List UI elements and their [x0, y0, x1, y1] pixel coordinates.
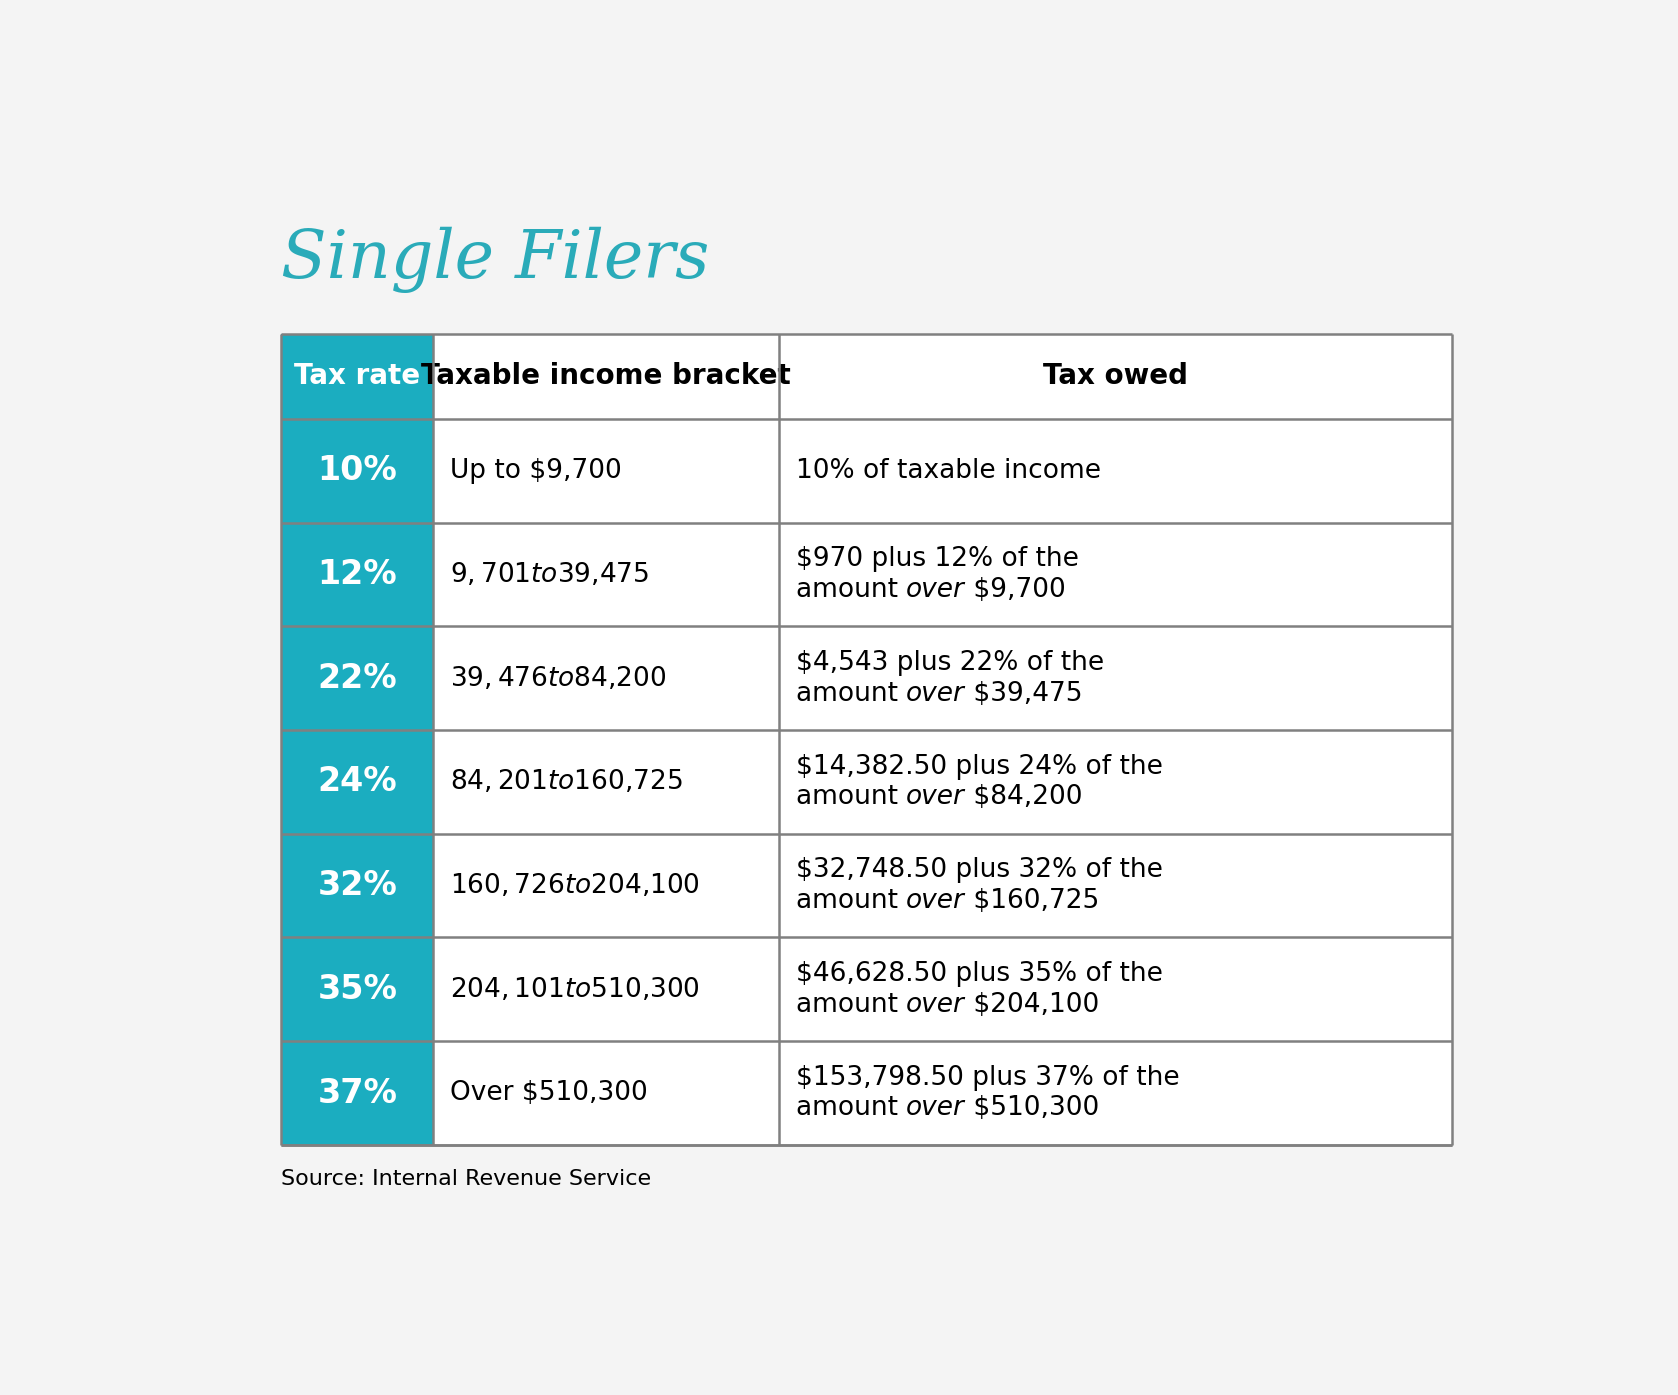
Text: over: over [906, 1095, 965, 1122]
Bar [433, 730, 779, 834]
Text: 22%: 22% [317, 661, 398, 695]
Bar [433, 626, 779, 730]
Bar [779, 730, 1451, 834]
Bar [779, 418, 1451, 523]
Bar [282, 730, 433, 834]
Bar [433, 333, 779, 418]
Text: Taxable income bracket: Taxable income bracket [421, 363, 790, 391]
Text: $84,201 to $160,725: $84,201 to $160,725 [450, 769, 683, 795]
Text: $9,701 to $39,475: $9,701 to $39,475 [450, 561, 649, 589]
Text: 24%: 24% [317, 766, 398, 798]
Bar [433, 418, 779, 523]
Bar [282, 1041, 433, 1145]
Text: $84,200: $84,200 [965, 784, 1082, 810]
Text: $14,382.50 plus 24% of the: $14,382.50 plus 24% of the [795, 753, 1163, 780]
Text: $970 plus 12% of the: $970 plus 12% of the [795, 547, 1079, 572]
Text: over: over [906, 889, 965, 914]
Text: amount: amount [795, 681, 906, 707]
Text: $46,628.50 plus 35% of the: $46,628.50 plus 35% of the [795, 961, 1163, 986]
Bar [433, 834, 779, 937]
Text: Single Filers: Single Filers [282, 226, 710, 293]
Bar [282, 418, 433, 523]
Bar [779, 523, 1451, 626]
Text: amount: amount [795, 889, 906, 914]
Bar [433, 937, 779, 1041]
Text: $39,475: $39,475 [965, 681, 1082, 707]
Text: amount: amount [795, 784, 906, 810]
Text: Tax owed: Tax owed [1042, 363, 1188, 391]
Text: Over $510,300: Over $510,300 [450, 1080, 648, 1106]
Text: amount: amount [795, 578, 906, 603]
Text: $4,543 plus 22% of the: $4,543 plus 22% of the [795, 650, 1104, 675]
Bar [779, 626, 1451, 730]
Text: amount: amount [795, 1095, 906, 1122]
Text: 32%: 32% [317, 869, 398, 903]
Bar [779, 1041, 1451, 1145]
Text: amount: amount [795, 992, 906, 1018]
Text: Up to $9,700: Up to $9,700 [450, 458, 623, 484]
Bar [282, 626, 433, 730]
Text: 10% of taxable income: 10% of taxable income [795, 458, 1101, 484]
Bar [779, 937, 1451, 1041]
Bar [433, 1041, 779, 1145]
Text: 10%: 10% [317, 455, 398, 487]
Text: $204,101 to $510,300: $204,101 to $510,300 [450, 976, 700, 1003]
Text: $204,100: $204,100 [965, 992, 1099, 1018]
Text: 12%: 12% [317, 558, 398, 591]
Bar [282, 333, 433, 418]
Text: over: over [906, 578, 965, 603]
Text: $32,748.50 plus 32% of the: $32,748.50 plus 32% of the [795, 858, 1163, 883]
Text: $160,725: $160,725 [965, 889, 1099, 914]
Text: 37%: 37% [317, 1077, 398, 1109]
Bar [779, 834, 1451, 937]
Text: $510,300: $510,300 [965, 1095, 1099, 1122]
Text: $160,726 to $204,100: $160,726 to $204,100 [450, 872, 700, 900]
Bar [433, 523, 779, 626]
Bar [282, 523, 433, 626]
Text: $9,700: $9,700 [965, 578, 1066, 603]
Text: Source: Internal Revenue Service: Source: Internal Revenue Service [282, 1169, 651, 1189]
Text: $39,476 to $84,200: $39,476 to $84,200 [450, 665, 666, 692]
Text: over: over [906, 681, 965, 707]
Bar [779, 333, 1451, 418]
Text: $153,798.50 plus 37% of the: $153,798.50 plus 37% of the [795, 1064, 1180, 1091]
Text: over: over [906, 992, 965, 1018]
Bar [282, 333, 1451, 1145]
Bar [282, 834, 433, 937]
Text: Tax rate: Tax rate [294, 363, 421, 391]
Text: over: over [906, 784, 965, 810]
Text: 35%: 35% [317, 972, 398, 1006]
Bar [282, 937, 433, 1041]
